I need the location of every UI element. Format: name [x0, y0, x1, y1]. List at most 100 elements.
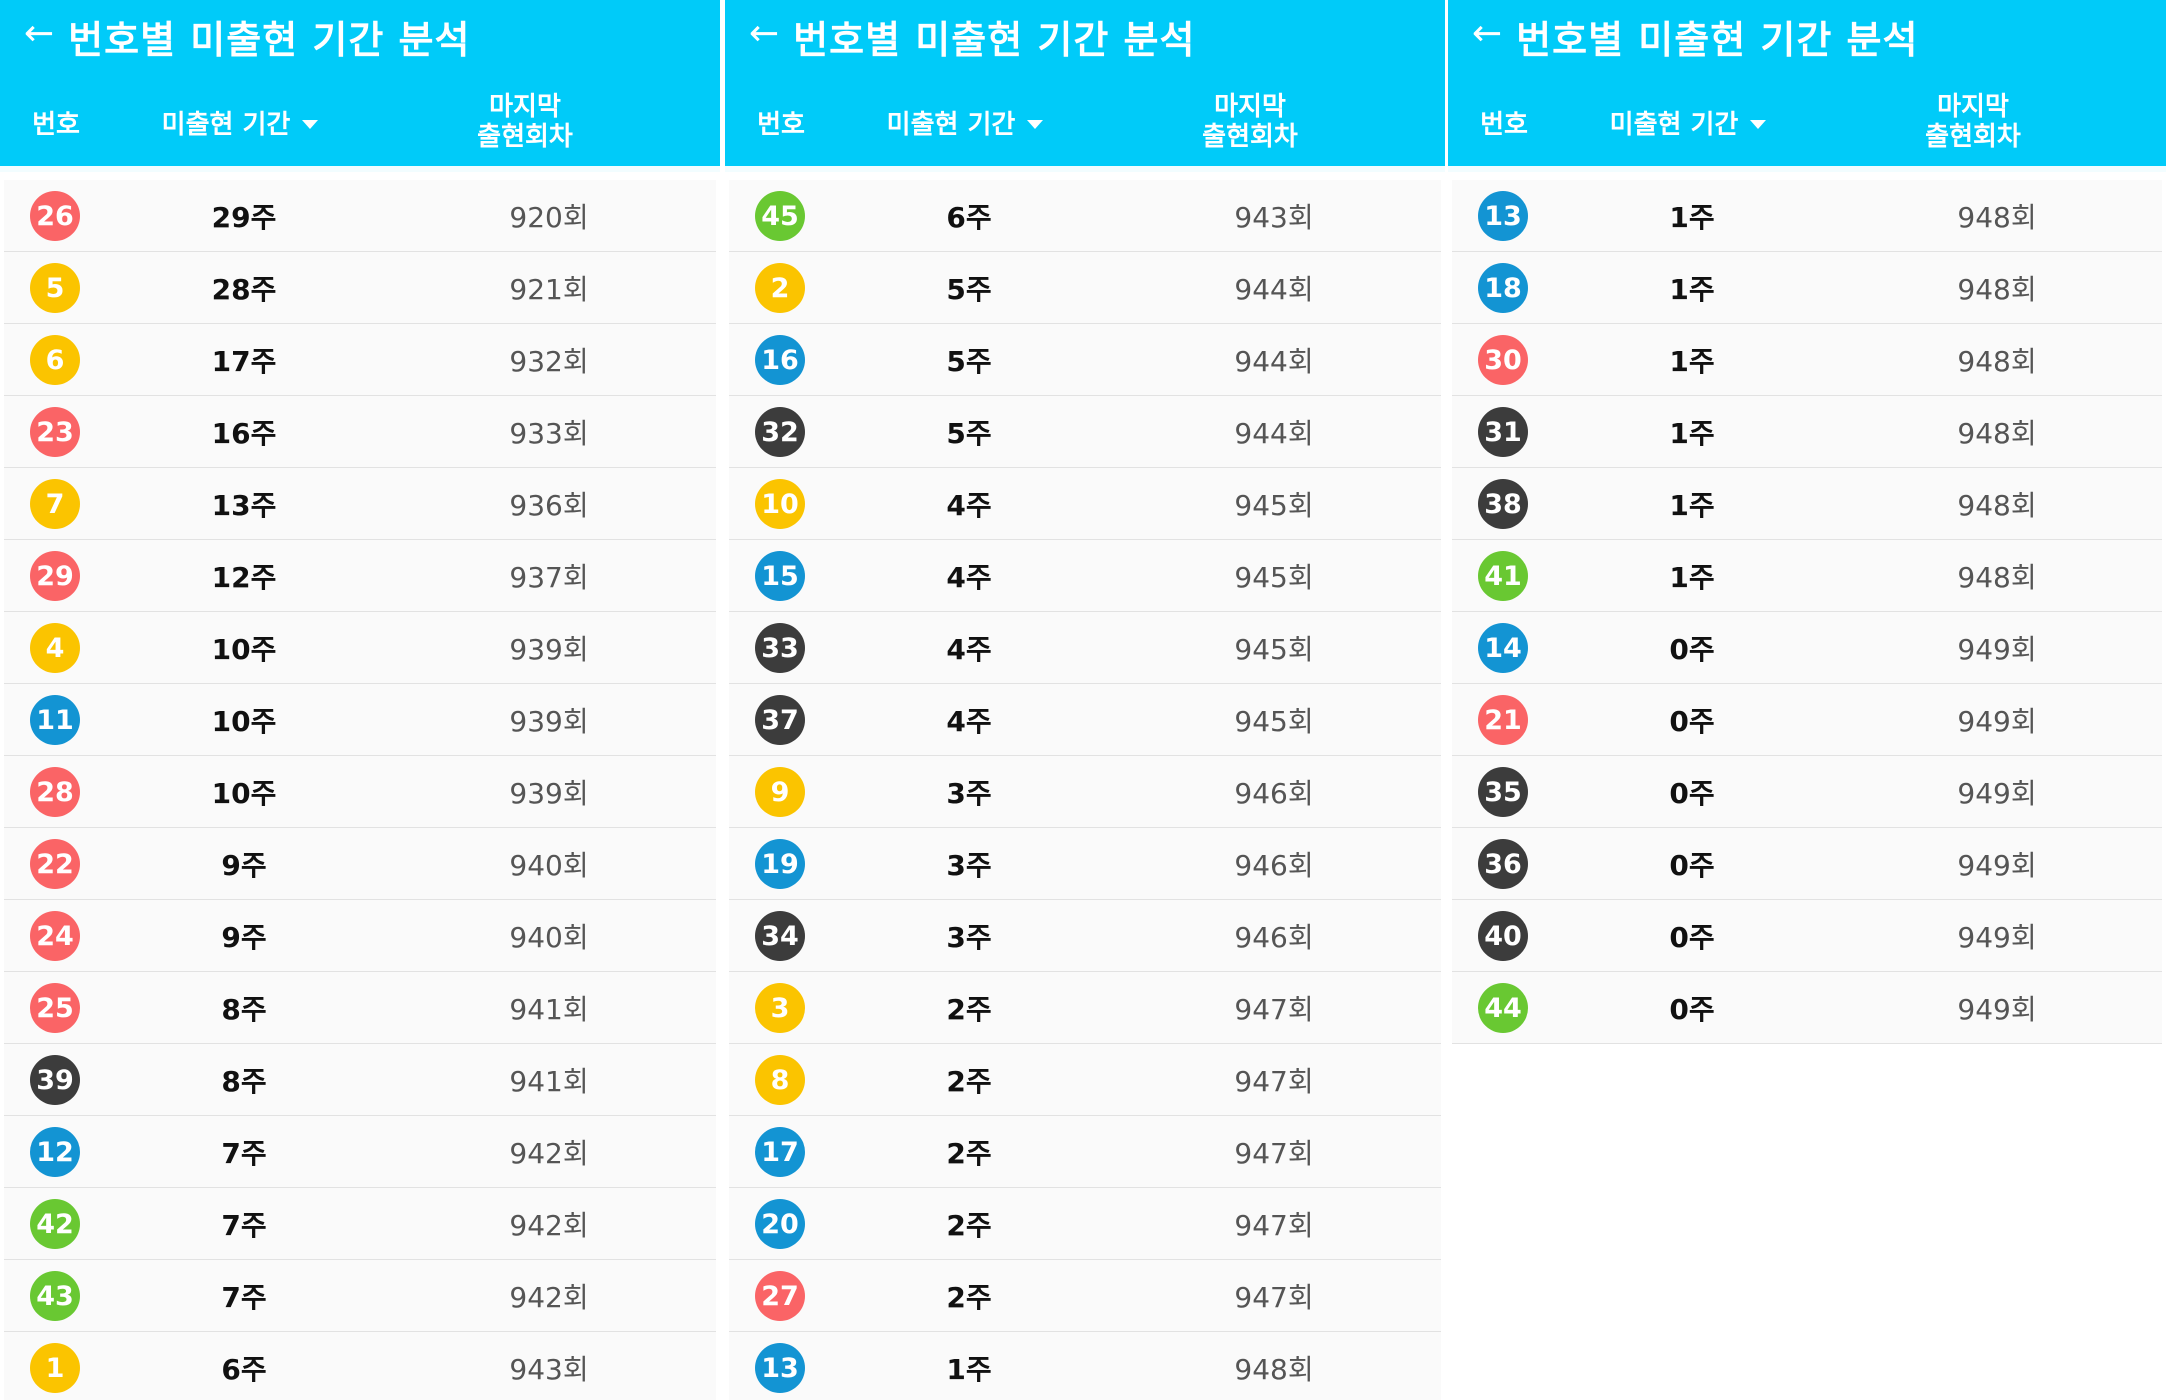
column-header-number[interactable]: 번호	[757, 109, 805, 140]
last-draw-round: 949회	[1957, 705, 2037, 738]
lotto-ball: 18	[1478, 263, 1528, 313]
list-item[interactable]: 44 0주 949회	[1452, 972, 2162, 1044]
list-item[interactable]: 13 1주 948회	[729, 1332, 1441, 1400]
list-item[interactable]: 40 0주 949회	[1452, 900, 2162, 972]
lotto-ball: 31	[1478, 407, 1528, 457]
lotto-ball: 33	[755, 623, 805, 673]
list-item[interactable]: 8 2주 947회	[729, 1044, 1441, 1116]
lotto-ball: 23	[30, 407, 80, 457]
absence-period: 16주	[211, 417, 277, 450]
lotto-ball: 42	[30, 1199, 80, 1249]
absence-period: 2주	[946, 1065, 992, 1098]
lotto-ball: 17	[755, 1127, 805, 1177]
list-item[interactable]: 42 7주 942회	[4, 1188, 716, 1260]
absence-period: 3주	[946, 849, 992, 882]
absence-period: 8주	[221, 1065, 267, 1098]
last-draw-round: 933회	[509, 417, 589, 450]
column-header-period[interactable]: 미출현 기간	[865, 80, 1065, 164]
lotto-ball: 27	[755, 1271, 805, 1321]
list-item[interactable]: 11 10주 939회	[4, 684, 716, 756]
list-item[interactable]: 18 1주 948회	[1452, 252, 2162, 324]
list-item[interactable]: 39 8주 941회	[4, 1044, 716, 1116]
list-item[interactable]: 24 9주 940회	[4, 900, 716, 972]
absence-period: 0주	[1669, 777, 1715, 810]
list-item[interactable]: 27 2주 947회	[729, 1260, 1441, 1332]
sort-caret-down-icon[interactable]	[302, 119, 319, 129]
column-header-last-line2: 출현회차	[477, 122, 573, 152]
list-item[interactable]: 28 10주 939회	[4, 756, 716, 828]
sort-caret-down-icon[interactable]	[1027, 119, 1044, 129]
list-item[interactable]: 7 13주 936회	[4, 468, 716, 540]
list-item[interactable]: 9 3주 946회	[729, 756, 1441, 828]
last-draw-round: 942회	[509, 1209, 589, 1242]
column-header-number[interactable]: 번호	[32, 109, 80, 140]
column-header-period[interactable]: 미출현 기간	[140, 80, 340, 164]
back-arrow-icon[interactable]: ←	[749, 13, 780, 54]
list-item[interactable]: 22 9주 940회	[4, 828, 716, 900]
list-item[interactable]: 14 0주 949회	[1452, 612, 2162, 684]
list-item[interactable]: 29 12주 937회	[4, 540, 716, 612]
lotto-ball: 32	[755, 407, 805, 457]
back-arrow-icon[interactable]: ←	[1472, 13, 1503, 54]
column-header-number[interactable]: 번호	[1480, 109, 1528, 140]
list-item[interactable]: 23 16주 933회	[4, 396, 716, 468]
list-item[interactable]: 20 2주 947회	[729, 1188, 1441, 1260]
list-item[interactable]: 4 10주 939회	[4, 612, 716, 684]
list-item[interactable]: 12 7주 942회	[4, 1116, 716, 1188]
list-item[interactable]: 32 5주 944회	[729, 396, 1441, 468]
list-item[interactable]: 2 5주 944회	[729, 252, 1441, 324]
absence-period: 1주	[1669, 417, 1715, 450]
list-item[interactable]: 41 1주 948회	[1452, 540, 2162, 612]
sort-caret-down-icon[interactable]	[1750, 119, 1767, 129]
title-bar: ← 번호별 미출현 기간 분석	[749, 8, 1195, 64]
list-item[interactable]: 3 2주 947회	[729, 972, 1441, 1044]
column-header-last-draw[interactable]: 마지막 출현회차	[400, 80, 650, 164]
list-item[interactable]: 15 4주 945회	[729, 540, 1441, 612]
last-draw-round: 941회	[509, 1065, 589, 1098]
lotto-ball: 6	[30, 335, 80, 385]
title-bar: ← 번호별 미출현 기간 분석	[1472, 8, 1918, 64]
list-item[interactable]: 10 4주 945회	[729, 468, 1441, 540]
list-item[interactable]: 1 6주 943회	[4, 1332, 716, 1400]
lotto-ball: 26	[30, 191, 80, 241]
list-item[interactable]: 13 1주 948회	[1452, 180, 2162, 252]
column-header-last-line2: 출현회차	[1202, 122, 1298, 152]
lotto-ball: 10	[755, 479, 805, 529]
list-item[interactable]: 34 3주 946회	[729, 900, 1441, 972]
lotto-ball: 15	[755, 551, 805, 601]
list-item[interactable]: 30 1주 948회	[1452, 324, 2162, 396]
column-header-last-draw[interactable]: 마지막 출현회차	[1125, 80, 1375, 164]
absence-period: 1주	[1669, 273, 1715, 306]
list-item[interactable]: 5 28주 921회	[4, 252, 716, 324]
last-draw-round: 946회	[1234, 921, 1314, 954]
absence-period: 4주	[946, 489, 992, 522]
list-item[interactable]: 17 2주 947회	[729, 1116, 1441, 1188]
column-header-period-label: 미출현 기간	[1609, 109, 1739, 140]
last-draw-round: 920회	[509, 201, 589, 234]
list-item[interactable]: 25 8주 941회	[4, 972, 716, 1044]
list-item[interactable]: 45 6주 943회	[729, 180, 1441, 252]
lotto-ball: 35	[1478, 767, 1528, 817]
list-item[interactable]: 21 0주 949회	[1452, 684, 2162, 756]
absence-period: 7주	[221, 1209, 267, 1242]
lotto-ball: 38	[1478, 479, 1528, 529]
list-item[interactable]: 6 17주 932회	[4, 324, 716, 396]
last-draw-round: 937회	[509, 561, 589, 594]
list-item[interactable]: 38 1주 948회	[1452, 468, 2162, 540]
list-item[interactable]: 43 7주 942회	[4, 1260, 716, 1332]
absence-period: 6주	[221, 1353, 267, 1386]
list-item[interactable]: 19 3주 946회	[729, 828, 1441, 900]
list-item[interactable]: 26 29주 920회	[4, 180, 716, 252]
list-item[interactable]: 37 4주 945회	[729, 684, 1441, 756]
back-arrow-icon[interactable]: ←	[24, 13, 55, 54]
column-header-period[interactable]: 미출현 기간	[1588, 80, 1788, 164]
result-list: 45 6주 943회 2 5주 944회 16 5주 944회 32 5주 94…	[725, 180, 1445, 1400]
list-item[interactable]: 36 0주 949회	[1452, 828, 2162, 900]
list-item[interactable]: 35 0주 949회	[1452, 756, 2162, 828]
list-item[interactable]: 33 4주 945회	[729, 612, 1441, 684]
list-item[interactable]: 31 1주 948회	[1452, 396, 2162, 468]
absence-period: 29주	[211, 201, 277, 234]
list-item[interactable]: 16 5주 944회	[729, 324, 1441, 396]
column-header-last-draw[interactable]: 마지막 출현회차	[1848, 80, 2098, 164]
lotto-ball: 29	[30, 551, 80, 601]
